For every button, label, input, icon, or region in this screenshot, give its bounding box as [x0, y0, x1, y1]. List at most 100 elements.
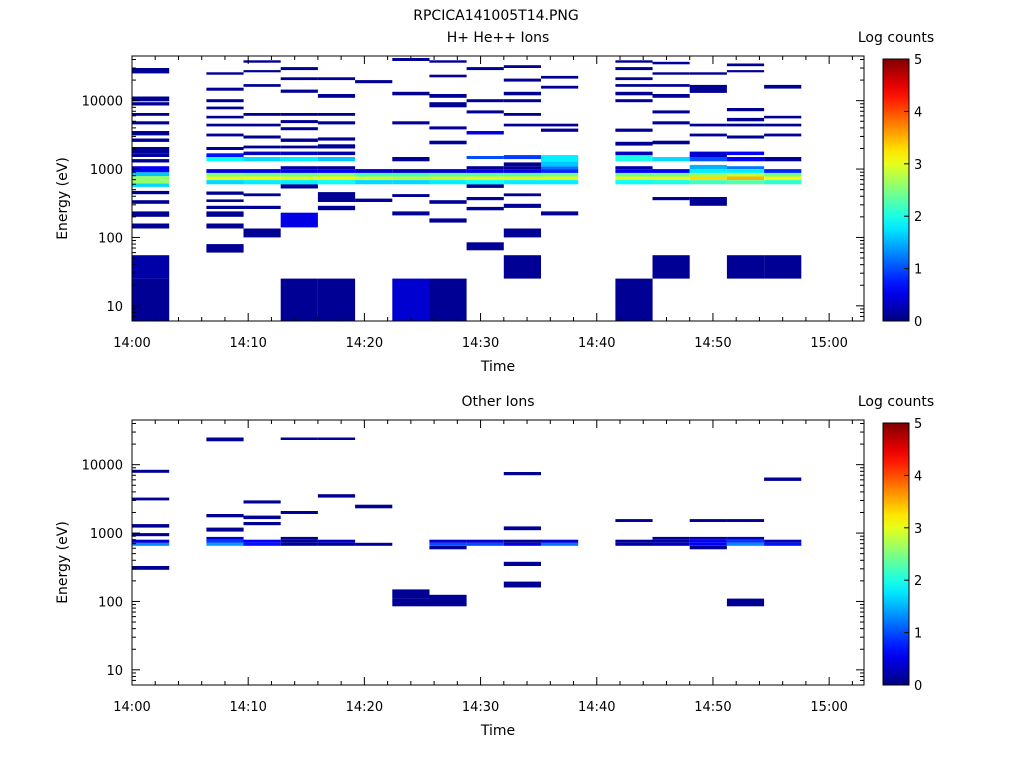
heatmap-cell: [503, 581, 541, 588]
heatmap-cell: [726, 151, 765, 156]
heatmap-cell: [206, 172, 244, 177]
heatmap-cell: [132, 200, 170, 204]
heatmap-cell: [317, 494, 356, 498]
heatmap-cell: [206, 106, 244, 110]
heatmap-cell: [652, 157, 690, 162]
heatmap-cell: [243, 539, 281, 543]
heatmap-cell: [615, 176, 653, 180]
heatmap-cells: [132, 437, 802, 607]
spectrogram-panel-1: 14:00 14:10 14:20 14:30 14:40 14:50 15:0010100…: [55, 30, 934, 375]
heatmap-cell: [429, 200, 467, 204]
heatmap-cell: [726, 157, 765, 162]
heatmap-cell: [280, 184, 318, 189]
heatmap-cell: [392, 589, 430, 599]
colorbar: 0 1 2 3 4 5 Log counts: [858, 30, 934, 330]
x-tick-label: 14:20: [346, 700, 383, 715]
heatmap-cell: [466, 166, 504, 169]
heatmap-cell: [132, 533, 170, 537]
heatmap-cell: [429, 74, 467, 78]
y-axis-label: Energy (eV): [55, 521, 71, 604]
heatmap-cell: [429, 278, 467, 321]
heatmap-cell: [206, 514, 244, 518]
heatmap-cell: [206, 176, 244, 180]
x-axis-label: Time: [480, 359, 515, 375]
heatmap-cell: [466, 131, 504, 135]
heatmap-cell: [206, 205, 244, 209]
heatmap-cell: [689, 84, 727, 93]
colorbar-tick-label: 1: [914, 263, 922, 278]
x-axis-label: Time: [480, 723, 515, 739]
heatmap-cell: [726, 539, 765, 543]
x-tick-label: 15:00: [810, 336, 847, 351]
heatmap-cell: [503, 166, 541, 169]
x-tick-label: 14:10: [229, 336, 266, 351]
heatmap-cell: [392, 598, 430, 607]
heatmap-cell: [466, 169, 504, 173]
x-tick-label: 14:40: [578, 336, 615, 351]
heatmap-cell: [689, 172, 727, 177]
y-tick-label: 100: [98, 595, 123, 610]
heatmap-cell: [466, 197, 504, 201]
heatmap-cell: [243, 145, 281, 149]
heatmap-cell: [652, 61, 690, 65]
heatmap-cell: [280, 176, 318, 180]
heatmap-cell: [764, 84, 802, 89]
heatmap-cell: [764, 180, 802, 185]
heatmap-cell: [541, 169, 579, 173]
heatmap-cell: [206, 115, 244, 119]
heatmap-cell: [206, 87, 244, 91]
heatmap-cell: [689, 164, 727, 170]
heatmap-cell: [764, 176, 802, 180]
heatmap-cell: [615, 539, 653, 543]
heatmap-cell: [206, 123, 244, 127]
heatmap-cell: [764, 172, 802, 177]
heatmap-cell: [503, 542, 541, 546]
heatmap-cell: [615, 77, 653, 81]
heatmap-cell: [280, 542, 318, 546]
x-tick-label: 14:00: [113, 336, 150, 351]
heatmap-cell: [132, 183, 170, 187]
heatmap-cell: [206, 153, 244, 157]
heatmap-cell: [132, 166, 170, 173]
heatmap-cell: [764, 542, 802, 546]
heatmap-cell: [392, 169, 430, 173]
heatmap-cell: [466, 110, 504, 114]
y-tick-label: 1000: [90, 163, 123, 178]
heatmap-cell: [466, 542, 504, 546]
heatmap-cell: [206, 72, 244, 75]
heatmap-cell: [726, 255, 765, 279]
heatmap-cell: [243, 169, 281, 173]
heatmap-cell: [243, 151, 281, 156]
heatmap-cell: [652, 197, 690, 201]
heatmap-cell: [689, 123, 727, 127]
y-tick-label: 10000: [82, 95, 123, 110]
heatmap-cell: [466, 539, 504, 543]
heatmap-cell: [132, 159, 170, 163]
spectrogram-panel-2: 14:00 14:10 14:20 14:30 14:40 14:50 15:0010100…: [55, 394, 934, 739]
heatmap-cell: [132, 190, 170, 195]
heatmap-cell: [280, 172, 318, 177]
heatmap-cell: [503, 91, 541, 96]
heatmap-cell: [132, 542, 170, 546]
heatmap-cell: [132, 147, 170, 154]
heatmap-cell: [280, 180, 318, 185]
x-tick-label: 14:30: [462, 700, 499, 715]
heatmap-cell: [652, 84, 690, 87]
heatmap-cell: [503, 113, 541, 116]
heatmap-cell: [726, 108, 765, 112]
heatmap-cell: [764, 169, 802, 173]
heatmap-cell: [132, 153, 170, 157]
heatmap-cell: [355, 172, 393, 177]
heatmap-cell: [243, 123, 281, 127]
heatmap-cell: [355, 198, 393, 202]
heatmap-cell: [503, 228, 541, 238]
heatmap-cell: [764, 157, 802, 162]
y-tick-label: 10: [106, 664, 123, 679]
heatmap-cell: [280, 145, 318, 149]
heatmap-cell: [429, 60, 467, 63]
heatmap-cell: [206, 542, 244, 546]
heatmap-cell: [466, 156, 504, 159]
colorbar-tick-label: 0: [914, 315, 922, 330]
heatmap-cell: [615, 99, 653, 103]
